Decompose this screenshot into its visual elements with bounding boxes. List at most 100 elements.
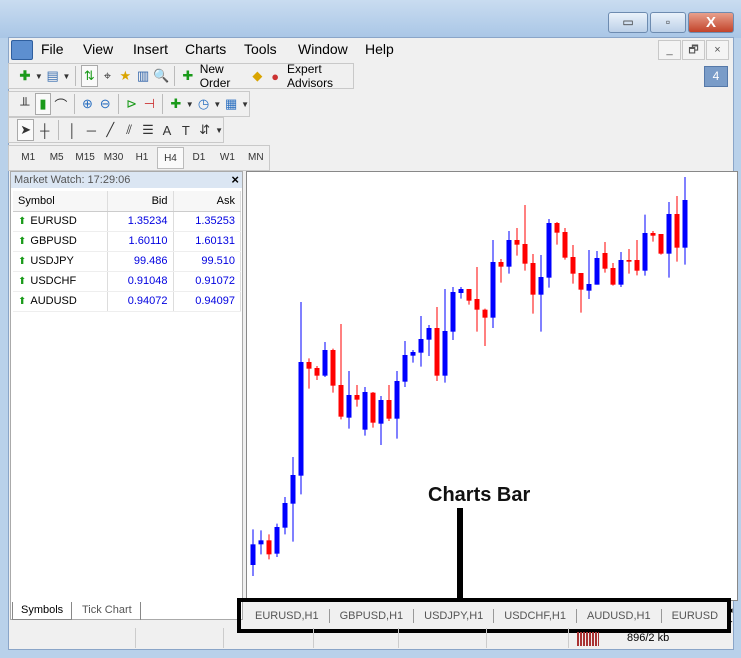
indicators-icon[interactable]: ✚ xyxy=(170,96,182,111)
timeframe-w1[interactable]: W1 xyxy=(219,152,235,163)
candlestick-icon[interactable]: ▮ xyxy=(34,93,52,115)
expert-advisors-icon[interactable]: ● xyxy=(271,68,280,84)
cursor-icon[interactable]: ➤ xyxy=(17,119,35,141)
timeframe-m5[interactable]: M5 xyxy=(49,152,64,163)
text-icon[interactable]: A xyxy=(162,122,172,138)
mdi-minimize-button[interactable]: _ xyxy=(658,40,681,60)
strategy-tester-icon[interactable]: 🔍 xyxy=(153,68,170,83)
separator xyxy=(73,94,75,114)
mdi-close-button[interactable]: × xyxy=(706,40,729,60)
periods-clock-icon[interactable]: ◷ xyxy=(197,96,210,111)
annotation-pointer-line xyxy=(457,508,463,600)
menu-insert[interactable]: Insert xyxy=(133,41,169,57)
chart-tab-usdjpy-h1[interactable]: USDJPY,H1 xyxy=(414,608,495,623)
data-window-icon[interactable]: ⌖ xyxy=(103,68,112,83)
bid-cell: 0.91048 xyxy=(107,271,174,292)
chart-tab-eurusd-h1[interactable]: EURUSD,H1 xyxy=(245,608,330,623)
table-row[interactable]: ⬆ USDCHF 0.91048 0.91072 xyxy=(13,271,241,292)
notification-badge[interactable]: 4 xyxy=(704,66,728,87)
table-row[interactable]: ⬆ USDJPY 99.486 99.510 xyxy=(13,251,241,272)
table-row[interactable]: ⬆ AUDUSD 0.94072 0.94097 xyxy=(13,291,241,312)
zoom-out-icon[interactable]: ⊖ xyxy=(99,96,111,111)
tab-symbols[interactable]: Symbols xyxy=(12,602,73,620)
dropdown-arrow-icon[interactable]: ▼ xyxy=(215,125,224,135)
dropdown-arrow-icon[interactable]: ▼ xyxy=(34,71,43,81)
column-header-bid[interactable]: Bid xyxy=(107,191,174,212)
symbol-cell: ⬆ USDJPY xyxy=(13,251,108,272)
table-row[interactable]: ⬆ EURUSD 1.35234 1.35253 xyxy=(13,211,241,232)
timeframe-h4[interactable]: H4 xyxy=(157,147,184,169)
bar-chart-icon[interactable]: ╨ xyxy=(20,96,30,112)
menu-view[interactable]: View xyxy=(83,41,114,57)
timeframe-m30[interactable]: M30 xyxy=(103,152,124,163)
timeframe-mn[interactable]: MN xyxy=(248,152,264,163)
candle-body xyxy=(442,331,448,376)
market-watch-panel: Market Watch: 17:29:06 × Symbol Bid Ask … xyxy=(10,171,243,620)
candle-body xyxy=(682,200,688,248)
line-chart-icon[interactable]: ⌒ xyxy=(54,97,68,113)
equidistant-channel-icon[interactable]: ⫽ xyxy=(126,122,133,137)
vertical-line-icon[interactable]: │ xyxy=(68,122,77,138)
timeframes-toolbar: M1 M5 M15 M30 H1 H4 D1 W1 MN xyxy=(8,145,270,171)
menu-file[interactable]: File xyxy=(41,41,64,57)
new-order-button[interactable]: New Order xyxy=(199,62,231,90)
text-label-icon[interactable]: T xyxy=(181,122,190,138)
column-header-symbol[interactable]: Symbol xyxy=(13,191,108,212)
timeframe-d1[interactable]: D1 xyxy=(192,152,206,163)
symbol-cell: ⬆ GBPUSD xyxy=(13,231,108,252)
menu-help[interactable]: Help xyxy=(365,41,394,57)
chart-tab-gbpusd-h1[interactable]: GBPUSD,H1 xyxy=(330,608,415,623)
mdi-restore-button[interactable]: 🗗 xyxy=(682,40,705,60)
timeframe-m15[interactable]: M15 xyxy=(75,152,95,163)
trendline-icon[interactable]: ╱ xyxy=(106,122,115,137)
terminal-icon[interactable]: ▥ xyxy=(136,68,150,83)
separator xyxy=(118,94,119,114)
candle-body xyxy=(458,289,464,293)
chart-window[interactable] xyxy=(246,171,738,601)
candle-body xyxy=(626,260,632,262)
chart-tab-audusd-h1[interactable]: AUDUSD,H1 xyxy=(577,608,662,623)
horizontal-line-icon[interactable]: ─ xyxy=(86,122,96,138)
new-order-icon[interactable]: ✚ xyxy=(182,68,194,83)
menu-charts[interactable]: Charts xyxy=(185,41,227,57)
tab-tick-chart[interactable]: Tick Chart xyxy=(74,602,141,620)
expert-advisors-button[interactable]: Expert Advisors xyxy=(287,62,334,90)
dropdown-arrow-icon[interactable]: ▼ xyxy=(62,71,71,81)
auto-scroll-icon[interactable]: ⊳ xyxy=(126,96,138,111)
dropdown-arrow-icon[interactable]: ▼ xyxy=(185,99,194,109)
dropdown-arrow-icon[interactable]: ▼ xyxy=(241,99,249,109)
timeframe-h1[interactable]: H1 xyxy=(135,152,149,163)
warning-icon[interactable]: ◆ xyxy=(252,68,263,83)
column-header-ask[interactable]: Ask xyxy=(173,191,241,212)
candle xyxy=(250,529,256,576)
candle-body xyxy=(306,362,312,369)
zoom-in-icon[interactable]: ⊕ xyxy=(81,96,93,111)
market-watch-icon[interactable]: ⇅ xyxy=(81,65,98,87)
candle-body xyxy=(282,503,288,528)
chart-tab-usdchf-h1[interactable]: USDCHF,H1 xyxy=(494,608,577,623)
crosshair-icon[interactable]: ┼ xyxy=(40,122,50,138)
new-chart-icon[interactable]: ✚ xyxy=(19,68,31,83)
maximize-button[interactable]: ▫ xyxy=(650,12,686,33)
menu-window[interactable]: Window xyxy=(298,41,348,57)
fibonacci-icon[interactable]: ☰ xyxy=(142,122,154,137)
up-arrow-icon: ⬆ xyxy=(18,236,27,247)
navigator-icon[interactable]: ★ xyxy=(119,68,132,83)
chart-shift-icon[interactable]: ⊣ xyxy=(143,96,156,111)
dropdown-arrow-icon[interactable]: ▼ xyxy=(213,99,222,109)
charts-bar-scroll-arrows[interactable]: ◂ ▸ xyxy=(728,604,733,626)
candle xyxy=(602,242,608,273)
candle xyxy=(394,371,400,439)
arrows-icon[interactable]: ⇵ xyxy=(199,122,211,137)
close-button[interactable]: X xyxy=(688,12,734,33)
menu-tools[interactable]: Tools xyxy=(244,41,277,57)
up-arrow-icon: ⬆ xyxy=(18,216,27,227)
market-watch-close-button[interactable]: × xyxy=(231,172,239,187)
table-row[interactable]: ⬆ GBPUSD 1.60110 1.60131 xyxy=(13,231,241,252)
templates-icon[interactable]: ▦ xyxy=(225,96,238,111)
minimize-button[interactable]: ▭ xyxy=(608,12,648,33)
timeframe-m1[interactable]: M1 xyxy=(21,152,36,163)
chart-tab-eurusd[interactable]: EURUSD xyxy=(671,609,719,622)
charts-bar-annotation: Charts Bar xyxy=(428,484,531,506)
profiles-icon[interactable]: ▤ xyxy=(46,68,59,83)
